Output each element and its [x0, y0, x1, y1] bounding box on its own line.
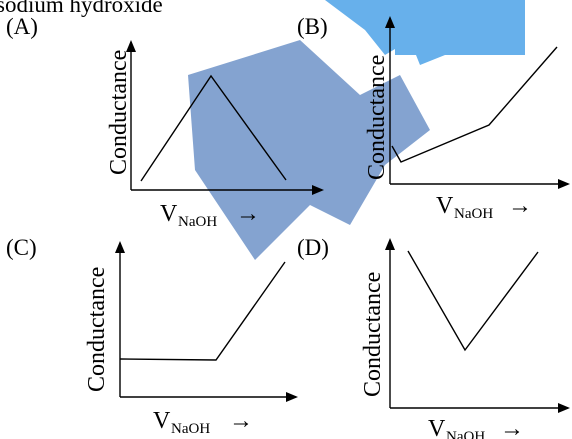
y-axis-label-d: Conductance [360, 272, 386, 397]
x-axis-label-d: V NaOH → [428, 416, 524, 439]
y-axis-arrowhead-a [126, 40, 136, 52]
x-axis-arrowhead-d [558, 403, 570, 413]
y-axis-arrowhead-c [115, 241, 125, 253]
svg-text:NaOH: NaOH [178, 214, 217, 230]
panel-label-a: (A) [6, 14, 38, 39]
svg-text:→: → [500, 416, 524, 439]
panel-a: (A) Conductance V NaOH → [6, 14, 324, 230]
y-axis-label-c: Conductance [84, 267, 110, 392]
panel-b: (B) Conductance V NaOH → [297, 14, 570, 222]
panel-label-d: (D) [297, 235, 329, 260]
y-axis-label-b: Conductance [364, 55, 390, 180]
panel-label-c: (C) [6, 235, 37, 260]
watermark-logo [188, 0, 525, 260]
watermark-dark-shape [188, 40, 430, 260]
svg-text:→: → [236, 201, 260, 227]
svg-text:V: V [428, 416, 446, 439]
curve-a [140, 74, 287, 182]
curve-b [391, 46, 558, 163]
x-axis-label-a: V NaOH → [160, 201, 260, 230]
svg-text:V: V [153, 408, 171, 434]
panel-c: (C) Conductance V NaOH → [6, 235, 298, 437]
panel-label-b: (B) [297, 14, 328, 39]
svg-text:→: → [508, 193, 532, 219]
x-axis-arrowhead-b [558, 179, 570, 189]
svg-text:V: V [436, 193, 454, 219]
x-axis-arrowhead-a [312, 185, 324, 195]
svg-text:NaOH: NaOH [454, 206, 493, 222]
curve-d [407, 250, 539, 352]
watermark-light-block [395, 0, 525, 55]
x-axis-label-c: V NaOH → [153, 408, 253, 437]
y-axis-label-a: Conductance [106, 50, 132, 175]
y-axis-arrowhead-b [385, 16, 395, 28]
y-axis-arrowhead-d [385, 238, 395, 250]
header-fragment: sodium hydroxide [0, 0, 163, 17]
svg-text:V: V [160, 201, 178, 227]
x-axis-label-b: V NaOH → [436, 193, 532, 222]
panel-d: (D) Conductance V NaOH → [297, 235, 570, 439]
curve-c [119, 261, 286, 361]
x-axis-arrowhead-c [286, 392, 298, 402]
svg-text:NaOH: NaOH [171, 421, 210, 437]
svg-text:NaOH: NaOH [446, 429, 485, 439]
svg-text:→: → [229, 408, 253, 434]
